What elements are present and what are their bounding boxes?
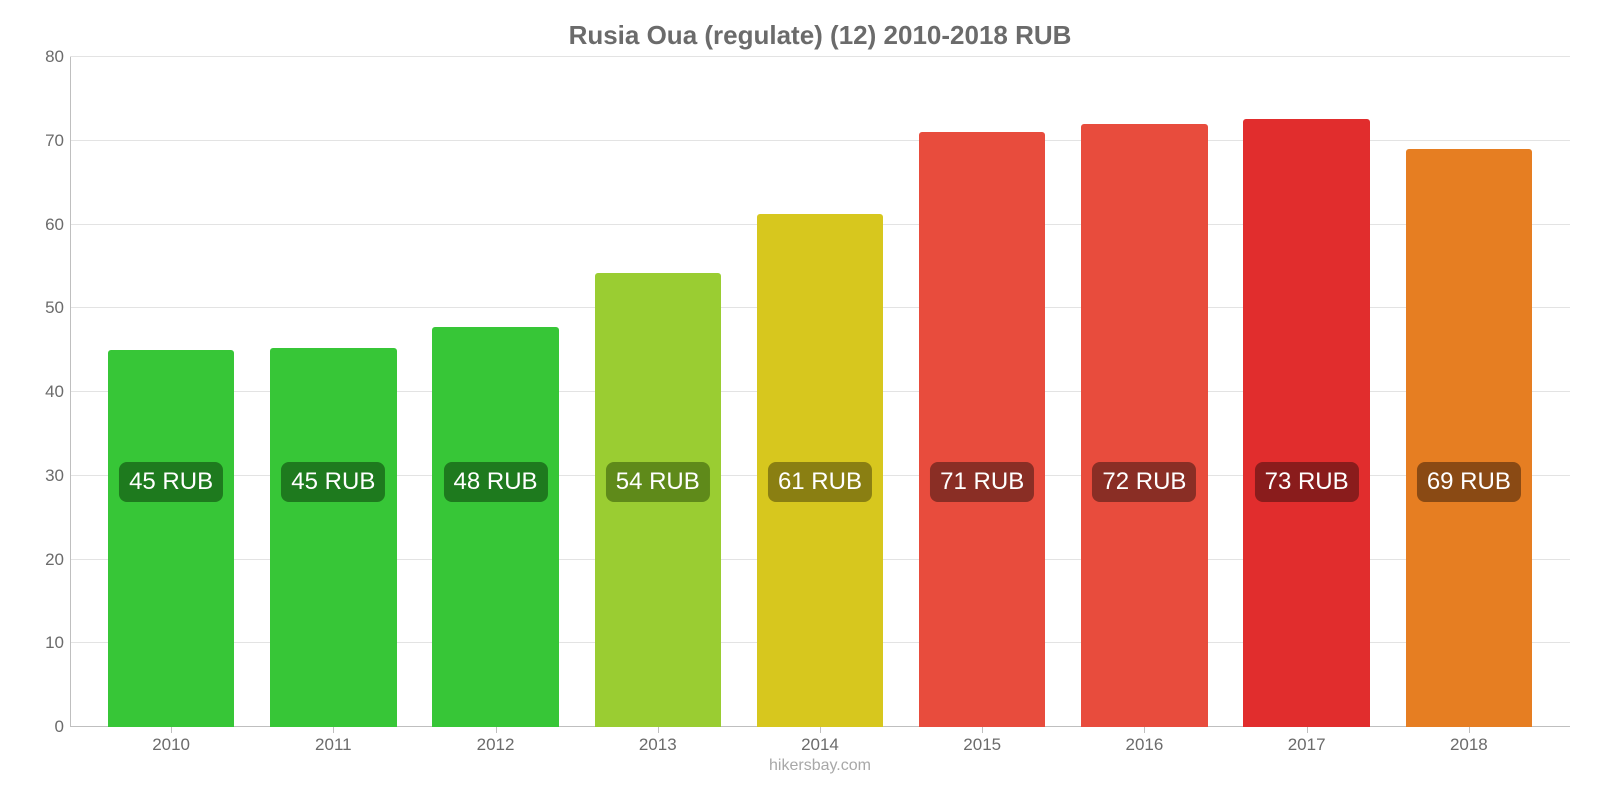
x-tick-mark: [820, 727, 821, 733]
y-tick-label: 40: [20, 382, 64, 402]
x-tick-mark: [982, 727, 983, 733]
x-tick-label: 2012: [414, 735, 576, 755]
bar-value-label: 61 RUB: [768, 462, 872, 502]
x-tick-mark: [1144, 727, 1145, 733]
bar-slot: 73 RUB: [1226, 57, 1388, 727]
y-tick-label: 70: [20, 131, 64, 151]
plot-area: 01020304050607080 45 RUB45 RUB48 RUB54 R…: [70, 57, 1570, 727]
x-tick-label: 2014: [739, 735, 901, 755]
bar: 69 RUB: [1406, 149, 1533, 727]
bar-value-label: 45 RUB: [119, 462, 223, 502]
bar-slot: 54 RUB: [577, 57, 739, 727]
bar: 45 RUB: [270, 348, 397, 727]
chart-footer: hikersbay.com: [70, 757, 1570, 775]
bar: 72 RUB: [1081, 124, 1208, 727]
bar-value-label: 69 RUB: [1417, 462, 1521, 502]
bar-slot: 45 RUB: [252, 57, 414, 727]
x-tick-mark: [171, 727, 172, 733]
chart-title: Rusia Oua (regulate) (12) 2010-2018 RUB: [70, 20, 1570, 51]
y-tick-label: 60: [20, 215, 64, 235]
bar-value-label: 54 RUB: [606, 462, 710, 502]
x-tick-mark: [658, 727, 659, 733]
y-tick-label: 20: [20, 550, 64, 570]
y-axis: 01020304050607080: [20, 57, 70, 727]
x-tick-mark: [1307, 727, 1308, 733]
bars-group: 45 RUB 45 RUB 48 RUB 54 RUB 61 RUB 71 RUB 72 R…: [70, 57, 1570, 727]
bar-slot: 61 RUB: [739, 57, 901, 727]
x-tick-label: 2011: [252, 735, 414, 755]
x-tick-mark: [1469, 727, 1470, 733]
bar: 71 RUB: [919, 132, 1046, 727]
bar-slot: 72 RUB: [1063, 57, 1225, 727]
bar: 45 RUB: [108, 350, 235, 727]
bar-value-label: 45 RUB: [281, 462, 385, 502]
y-tick-label: 0: [20, 717, 64, 737]
y-tick-label: 10: [20, 633, 64, 653]
x-tick-label: 2010: [90, 735, 252, 755]
y-tick-label: 30: [20, 466, 64, 486]
x-tick-label: 2013: [577, 735, 739, 755]
chart-container: Rusia Oua (regulate) (12) 2010-2018 RUB …: [0, 0, 1600, 800]
bar-value-label: 73 RUB: [1255, 462, 1359, 502]
x-tick-label: 2018: [1388, 735, 1550, 755]
bar: 61 RUB: [757, 214, 884, 727]
x-tick-label: 2016: [1063, 735, 1225, 755]
y-tick-label: 50: [20, 298, 64, 318]
x-tick-label: 2017: [1226, 735, 1388, 755]
x-tick-mark: [496, 727, 497, 733]
bar-value-label: 71 RUB: [930, 462, 1034, 502]
y-tick-label: 80: [20, 47, 64, 67]
x-axis-labels: 201020112012201320142015201620172018: [70, 735, 1570, 755]
bar-value-label: 48 RUB: [444, 462, 548, 502]
bar-slot: 69 RUB: [1388, 57, 1550, 727]
bar: 73 RUB: [1243, 119, 1370, 727]
bar-slot: 71 RUB: [901, 57, 1063, 727]
x-tick-mark: [333, 727, 334, 733]
bar: 48 RUB: [432, 327, 559, 727]
bar-slot: 45 RUB: [90, 57, 252, 727]
bar-value-label: 72 RUB: [1092, 462, 1196, 502]
bar-slot: 48 RUB: [414, 57, 576, 727]
bar: 54 RUB: [595, 273, 722, 727]
x-tick-label: 2015: [901, 735, 1063, 755]
